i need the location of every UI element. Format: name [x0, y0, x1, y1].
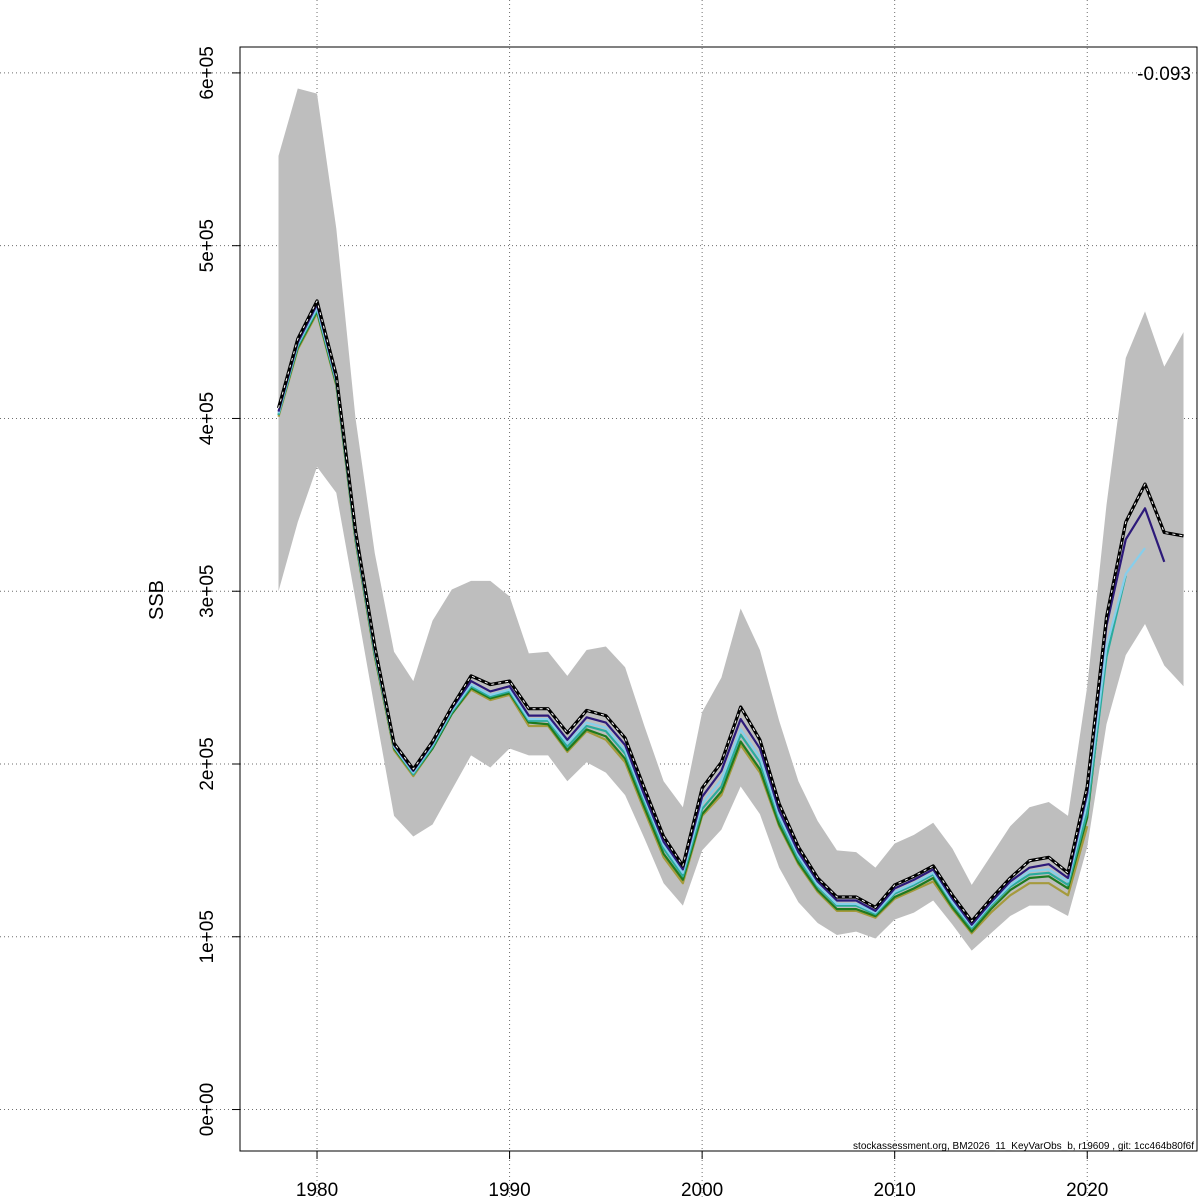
x-tick-label: 2010 — [874, 1180, 916, 1200]
axes: 1980 1990 2000 2010 2020 0e+00 1e+05 2e+05 3e+05… — [197, 46, 1108, 1200]
y-tick-label: 5e+05 — [197, 219, 218, 272]
mohns-rho-annotation: -0.093 — [1137, 64, 1191, 85]
y-tick-label: 0e+00 — [197, 1083, 218, 1136]
y-axis-title: SSB — [146, 580, 168, 620]
series-lines-layer — [276, 299, 1184, 935]
y-tick-label: 2e+05 — [197, 737, 218, 790]
y-tick-label: 4e+05 — [197, 392, 218, 445]
footer-credit: stockassessment.org, BM2026_11_KeyVarObs… — [853, 1141, 1194, 1152]
y-tick-label: 3e+05 — [197, 565, 218, 618]
x-tick-label: 2020 — [1066, 1180, 1108, 1200]
x-tick-label: 2000 — [681, 1180, 723, 1200]
confidence-band-layer — [278, 88, 1184, 951]
y-tick-label: 1e+05 — [197, 910, 218, 963]
x-tick-label: 1980 — [296, 1180, 338, 1200]
series-line-base-dash — [278, 300, 1184, 922]
x-tick-label: 1990 — [488, 1180, 530, 1200]
y-tick-label: 6e+05 — [197, 46, 218, 99]
confidence-band — [278, 88, 1184, 951]
